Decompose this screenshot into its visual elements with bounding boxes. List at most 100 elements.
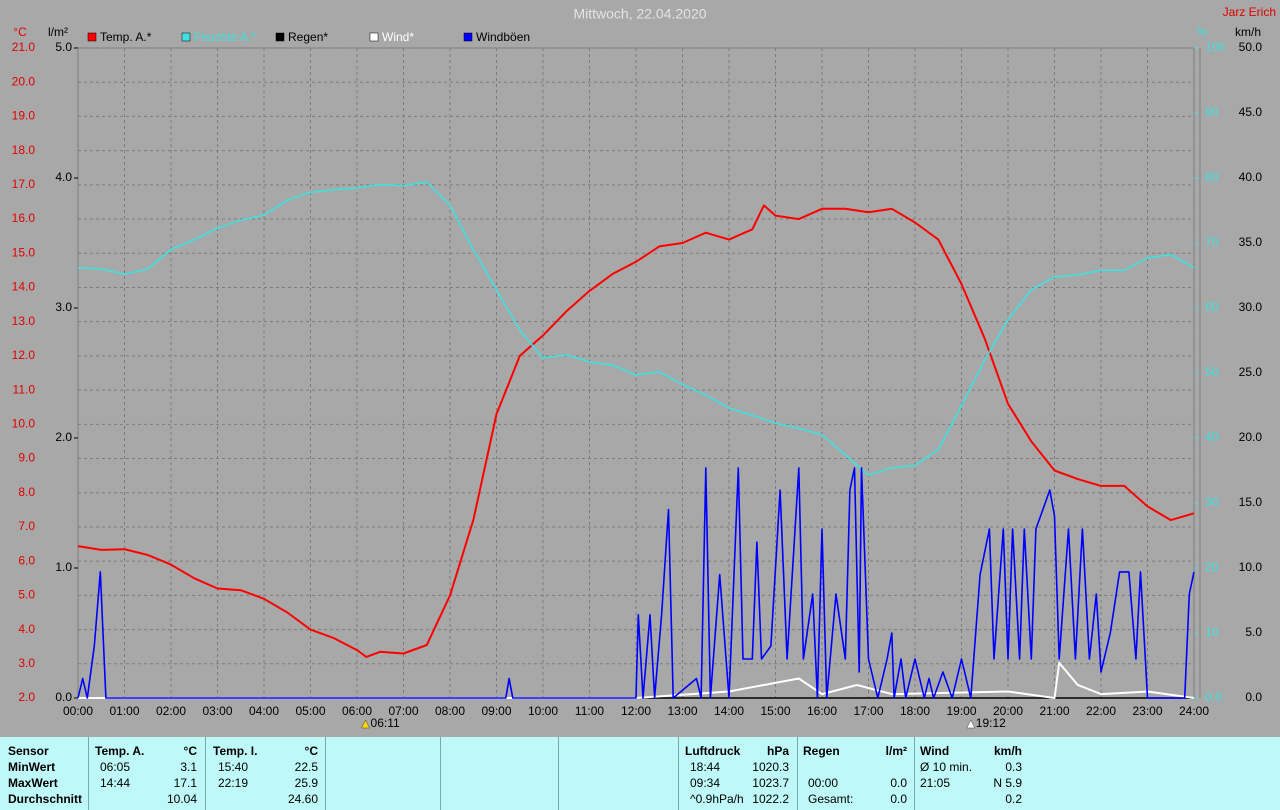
- y-tick-label: 11.0: [13, 382, 36, 396]
- table-cell: °C: [183, 744, 197, 758]
- x-tick-label: 24:00: [1179, 704, 1209, 718]
- y4-tick-label: 35.0: [1239, 235, 1263, 249]
- y-tick-label: 12.0: [12, 348, 36, 362]
- y3-tick-label: 10: [1205, 625, 1219, 639]
- y-tick-label: 13.0: [12, 314, 36, 328]
- y2-tick-label: 4.0: [55, 170, 72, 184]
- x-tick-label: 22:00: [1086, 704, 1116, 718]
- table-cell: 22:19: [218, 776, 249, 790]
- y3-tick-label: 100: [1205, 40, 1225, 54]
- x-tick-label: 15:00: [760, 704, 790, 718]
- table-cell: Gesamt:: [808, 792, 854, 806]
- y2-axis-label: l/m²: [48, 25, 68, 39]
- legend-swatch: [275, 32, 285, 42]
- y-tick-label: 2.0: [18, 690, 35, 704]
- y-tick-label: 5.0: [18, 588, 35, 602]
- table-cell: Regen: [803, 744, 840, 758]
- table-cell: 15:40: [218, 760, 249, 774]
- y-tick-label: 14.0: [12, 280, 36, 294]
- x-tick-label: 11:00: [575, 704, 604, 718]
- x-tick-label: 03:00: [202, 704, 232, 718]
- series-line: [77, 467, 1195, 699]
- stats-table: Sensor Temp. A. °C Temp. I. °C Luftdruck hPa Re…: [0, 737, 1280, 810]
- table-cell: 17.1: [173, 776, 197, 790]
- table-cell: 14:44: [100, 776, 131, 790]
- table-cell: Ø 10 min.: [920, 760, 973, 774]
- x-tick-label: 05:00: [295, 704, 325, 718]
- legend-label: Windböen: [476, 30, 530, 44]
- x-tick-label: 08:00: [435, 704, 465, 718]
- annotation-label: 19:12: [976, 716, 1006, 730]
- column-separator: [797, 737, 798, 810]
- annotation-label: 06:11: [371, 716, 400, 730]
- y3-tick-label: 50: [1205, 365, 1219, 379]
- x-tick-label: 07:00: [388, 704, 418, 718]
- x-tick-label: 02:00: [156, 704, 186, 718]
- x-tick-label: 21:00: [1039, 704, 1069, 718]
- table-cell: 09:34: [690, 776, 721, 790]
- y4-tick-label: 45.0: [1239, 105, 1263, 119]
- y4-tick-label: 0.0: [1245, 690, 1262, 704]
- table-cell: 1020.3: [752, 760, 789, 774]
- table-cell: Luftdruck: [685, 744, 741, 758]
- y2-tick-label: 3.0: [55, 300, 72, 314]
- x-tick-label: 00:00: [63, 704, 93, 718]
- table-cell: 0.3: [1005, 760, 1022, 774]
- y2-tick-label: 5.0: [55, 40, 72, 54]
- y-tick-label: 3.0: [18, 656, 35, 670]
- legend-swatch: [369, 32, 379, 42]
- table-cell: 1023.7: [752, 776, 789, 790]
- legend-swatch: [87, 32, 97, 42]
- x-tick-label: 01:00: [109, 704, 139, 718]
- y4-tick-label: 15.0: [1239, 495, 1263, 509]
- y-tick-label: 8.0: [18, 485, 35, 499]
- y3-tick-label: 40: [1205, 430, 1219, 444]
- column-separator: [88, 737, 89, 810]
- y2-tick-label: 0.0: [55, 690, 72, 704]
- y-tick-label: 21.0: [12, 40, 36, 54]
- x-tick-label: 14:00: [714, 704, 744, 718]
- y4-tick-label: 10.0: [1239, 560, 1263, 574]
- sun-marker: [966, 719, 976, 729]
- chart: Mittwoch, 22.04.2020 Jarz Erich °C l/m² …: [11, 5, 1276, 731]
- y-tick-label: 9.0: [18, 451, 35, 465]
- y-tick-label: 15.0: [12, 245, 36, 259]
- table-cell: MinWert: [8, 760, 56, 774]
- legend-swatch: [463, 32, 473, 42]
- y4-tick-label: 50.0: [1239, 40, 1263, 54]
- table-cell: 10.04: [166, 792, 197, 806]
- table-cell: 21:05: [920, 776, 951, 790]
- y-tick-label: 10.0: [12, 416, 36, 430]
- y-tick-label: 7.0: [18, 519, 35, 533]
- table-cell: 3.1: [180, 760, 197, 774]
- table-cell: 0.0: [890, 776, 907, 790]
- y-axis-label: °C: [13, 25, 27, 39]
- table-cell: ^0.9hPa/h: [690, 792, 744, 806]
- y-tick-label: 16.0: [12, 211, 36, 225]
- x-tick-label: 23:00: [1132, 704, 1162, 718]
- table-cell: Durchschnitt: [8, 792, 83, 806]
- x-tick-label: 20:00: [993, 704, 1023, 718]
- x-tick-label: 19:00: [946, 704, 976, 718]
- legend-label: Feuchte A.*: [194, 30, 256, 44]
- column-separator: [440, 737, 441, 810]
- table-cell: °C: [304, 744, 318, 758]
- table-cell: l/m²: [885, 744, 907, 758]
- y3-tick-label: 30: [1205, 495, 1219, 509]
- y3-tick-label: 70: [1205, 235, 1219, 249]
- table-cell: Temp. A.: [95, 744, 145, 758]
- y3-tick-label: 0.0: [1205, 690, 1222, 704]
- x-tick-label: 10:00: [528, 704, 558, 718]
- table-cell: Temp. I.: [213, 744, 258, 758]
- x-tick-label: 17:00: [853, 704, 883, 718]
- x-tick-label: 12:00: [621, 704, 651, 718]
- sun-marker: [361, 719, 370, 729]
- y4-tick-label: 20.0: [1239, 430, 1263, 444]
- table-cell: km/h: [993, 744, 1022, 758]
- y4-tick-label: 40.0: [1239, 170, 1263, 184]
- y-tick-label: 18.0: [12, 143, 36, 157]
- column-separator: [914, 737, 915, 810]
- y2-tick-label: 1.0: [55, 560, 72, 574]
- x-tick-label: 09:00: [481, 704, 511, 718]
- series-line: [77, 204, 1195, 658]
